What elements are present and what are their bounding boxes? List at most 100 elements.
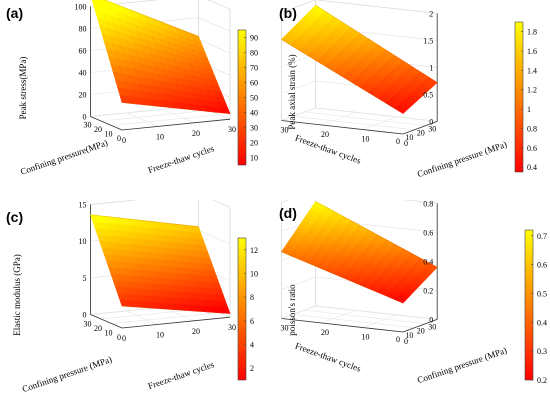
colorbar-tick-label: 0.4 <box>537 318 547 327</box>
colorbar-tick-label: 60 <box>250 79 258 88</box>
b-axis-label: Freeze-thaw cycles <box>147 143 216 175</box>
colorbar-tick-label: 0.3 <box>537 347 547 356</box>
floor-gridline <box>321 112 357 126</box>
colorbar-tick-label: 0.8 <box>527 124 537 133</box>
b-axis-label: Confining pressure (MPa) <box>416 139 508 179</box>
b-tick-label: 20 <box>321 328 329 337</box>
colorbar-tick-label: 10 <box>250 154 258 163</box>
colorbar-tick-label: 1.4 <box>527 66 537 75</box>
colorbar-bar <box>514 21 524 173</box>
z-tick-label: 5 <box>83 274 87 283</box>
a-tick-label: 20 <box>94 324 102 333</box>
z-tick-label: 15 <box>79 201 87 210</box>
a-tick-label: 30 <box>428 322 436 331</box>
z-axis-label: poisson's ratio <box>287 284 297 336</box>
b-ticks: 0 10 20 30 <box>281 324 409 347</box>
b-tick-label: 30 <box>281 324 289 333</box>
b-ticks: 0 10 20 30 <box>281 126 409 149</box>
axis-box <box>281 0 438 135</box>
floor-gridline <box>281 305 316 319</box>
z-gridline <box>281 107 438 122</box>
colorbar-tick-label: 2 <box>250 364 254 373</box>
colorbar-tick-label: 10 <box>250 270 258 279</box>
colorbar-tick-label: 40 <box>250 109 258 118</box>
a-axis-label: Confining pressure (MPa) <box>21 354 113 394</box>
axis-line <box>281 318 404 333</box>
floor-gridline <box>126 310 159 325</box>
b-tick-label: 10 <box>362 135 370 144</box>
a-axis-label: Confining pressure(MPa) <box>19 138 109 177</box>
z-tick-label: 1.5 <box>423 36 433 45</box>
axis-line <box>121 316 231 329</box>
b-tick-label: 20 <box>192 327 200 336</box>
z-tick-label: 0 <box>83 311 87 320</box>
z-tick-label: 60 <box>79 47 87 56</box>
z-ticks: 0 0.2 0.4 0.6 0.8 <box>423 199 433 324</box>
panel-label: (d) <box>279 205 297 221</box>
a-tick-label: 10 <box>105 130 113 139</box>
z-tick-label: 40 <box>79 69 87 78</box>
b-axis-label: Freeze-thaw cycles <box>147 359 216 391</box>
chart-panel-b: 0 0.5 1 1.5 2 0 10 20 30 0 10 20 30 Peak axial strain… <box>275 0 550 200</box>
z-tick-label: 0 <box>429 117 433 126</box>
z-tick-label: 80 <box>79 25 87 34</box>
b-tick-label: 0 <box>404 337 408 346</box>
a-tick-label: 0 <box>117 333 121 342</box>
surface-edge <box>90 214 199 227</box>
a-tick-label: 30 <box>428 124 436 133</box>
a-tick-label: 30 <box>84 320 92 329</box>
a-tick-label: 20 <box>94 125 102 134</box>
a-tick-label: 20 <box>417 129 425 138</box>
z-gridline <box>281 189 438 204</box>
surface-edge <box>104 0 199 37</box>
a-axis-label: Freeze-thaw cycles <box>294 341 363 374</box>
floor-gridline <box>292 314 415 329</box>
a-tick-label: 10 <box>405 133 413 142</box>
a-tick-label: 10 <box>405 331 413 340</box>
b-ticks: 0 10 20 30 <box>122 323 236 343</box>
colorbar-tick-label: 50 <box>250 94 258 103</box>
axis-line <box>90 116 123 131</box>
axis-line <box>121 118 231 131</box>
floor-gridline <box>126 112 159 127</box>
axis-line <box>402 319 438 333</box>
b-tick-label: 10 <box>156 132 164 141</box>
b-tick-label: 0 <box>122 136 126 145</box>
surface <box>91 0 231 115</box>
floor-gridline <box>281 107 316 121</box>
surface-edge <box>121 305 231 314</box>
z-tick-label: 0.5 <box>423 90 433 99</box>
a-tick-label: 0 <box>396 335 400 344</box>
b-tick-label: 20 <box>192 129 200 138</box>
z-axis-label: Elastic modulus (GPa) <box>12 254 22 336</box>
floor-gridline <box>362 116 397 130</box>
colorbar-tick-label: 20 <box>250 139 258 148</box>
z-gridline <box>90 193 231 208</box>
floor-gridline <box>111 312 220 324</box>
chart-panel-d: 0 0.2 0.4 0.6 0.8 0 10 20 30 0 10 20 30 poisson's rat… <box>275 189 550 400</box>
panel-label: (b) <box>279 5 297 21</box>
a-tick-label: 10 <box>105 329 113 338</box>
surface-patch <box>91 0 101 6</box>
box-edge <box>90 193 199 205</box>
floor-gridline <box>362 314 397 328</box>
z-gridline <box>281 305 438 320</box>
b-tick-label: 30 <box>228 323 236 332</box>
z-tick-label: 1 <box>429 63 433 72</box>
z-ticks: 0 5 10 15 <box>79 201 87 320</box>
z-tick-label: 100 <box>75 3 87 12</box>
axis-line <box>281 120 404 135</box>
b-tick-label: 0 <box>122 334 126 343</box>
z-tick-label: 0 <box>429 315 433 324</box>
a-tick-label: 30 <box>84 121 92 130</box>
surface-edge <box>121 102 231 114</box>
b-tick-label: 30 <box>228 125 236 134</box>
panel-label: (a) <box>6 5 23 21</box>
z-gridline <box>281 0 438 14</box>
colorbar: 2 4 6 8 10 12 <box>237 237 258 381</box>
colorbar: 0.4 0.6 0.8 1 1.2 1.4 1.6 1.8 <box>514 21 537 173</box>
colorbar: 10 20 30 40 50 60 70 80 90 <box>237 29 258 166</box>
colorbar-tick-label: 4 <box>250 341 254 350</box>
